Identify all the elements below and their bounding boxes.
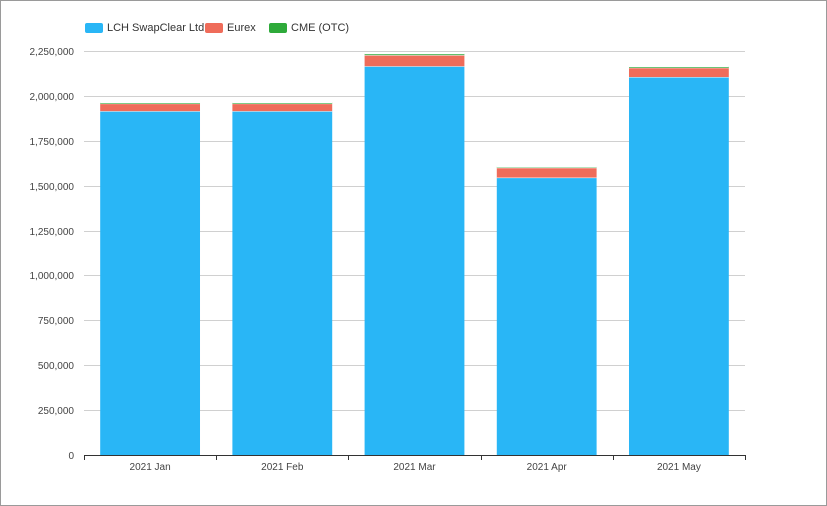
legend-swatch-cme-otc bbox=[269, 23, 287, 33]
bar-segment bbox=[496, 167, 597, 178]
y-tick-label: 250,000 bbox=[38, 406, 75, 417]
bar-segment bbox=[232, 102, 333, 104]
y-tick-label: 1,250,000 bbox=[30, 227, 75, 238]
y-tick-label: 1,000,000 bbox=[30, 271, 75, 282]
bar-segment bbox=[100, 111, 201, 455]
x-tick-label: 2021 Apr bbox=[527, 462, 568, 473]
y-tick-label: 1,750,000 bbox=[30, 137, 75, 148]
legend-label-lch-swapclear: LCH SwapClear Ltd bbox=[107, 22, 205, 34]
bar-segment bbox=[232, 103, 333, 112]
bar-segment bbox=[100, 103, 201, 112]
y-tick-label: 750,000 bbox=[38, 316, 75, 327]
bar-segment bbox=[628, 66, 729, 68]
legend-swatch-lch-swapclear bbox=[85, 23, 103, 33]
y-tick-label: 500,000 bbox=[38, 361, 75, 372]
bar-segment bbox=[364, 66, 465, 456]
legend-label-cme-otc: CME (OTC) bbox=[291, 22, 350, 34]
x-tick-label: 2021 Mar bbox=[393, 462, 436, 473]
bar-segment bbox=[100, 102, 201, 104]
y-tick-label: 2,000,000 bbox=[30, 92, 75, 103]
x-tick-label: 2021 May bbox=[657, 462, 701, 473]
legend-label-eurex: Eurex bbox=[227, 22, 256, 34]
y-tick-label: 0 bbox=[68, 451, 74, 462]
y-tick-label: 1,500,000 bbox=[30, 182, 75, 193]
legend-swatch-eurex bbox=[205, 23, 223, 33]
bar-segment bbox=[628, 67, 729, 78]
bar-segment bbox=[232, 111, 333, 455]
x-tick-label: 2021 Jan bbox=[130, 462, 171, 473]
y-tick-label: 2,250,000 bbox=[30, 47, 75, 58]
bar-segment bbox=[496, 177, 597, 455]
bar-segment bbox=[628, 77, 729, 455]
bar-segment bbox=[364, 53, 465, 56]
bar-segment bbox=[364, 55, 465, 67]
x-tick-label: 2021 Feb bbox=[261, 462, 304, 473]
